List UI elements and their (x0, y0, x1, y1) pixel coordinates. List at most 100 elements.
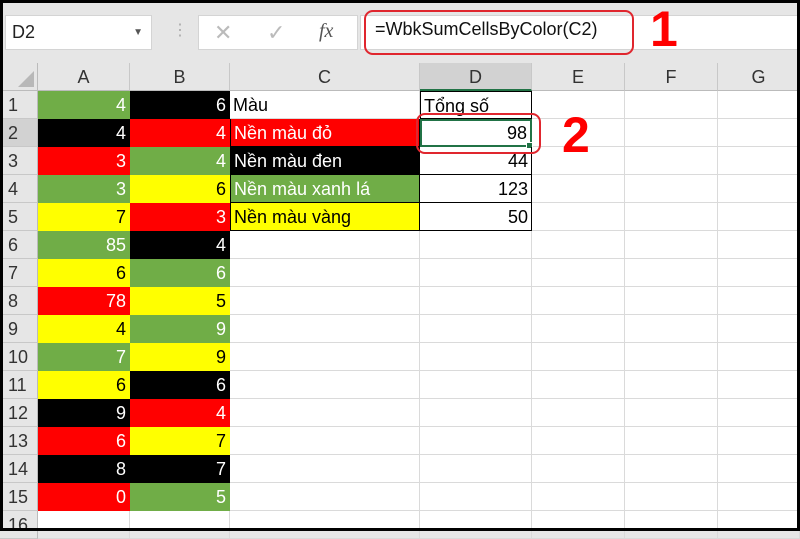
cell[interactable] (532, 399, 625, 427)
selected-cell-d2[interactable]: 98 (420, 119, 532, 147)
column-header-b[interactable]: B (130, 63, 230, 91)
cell-b4[interactable]: 6 (130, 175, 230, 203)
cell[interactable] (718, 175, 800, 203)
cell-a14[interactable]: 8 (38, 455, 130, 483)
cell-a11[interactable]: 6 (38, 371, 130, 399)
cell[interactable] (718, 287, 800, 315)
cell[interactable] (718, 91, 800, 119)
cell[interactable] (532, 203, 625, 231)
cell[interactable] (625, 455, 718, 483)
cell[interactable] (532, 343, 625, 371)
cell-a8[interactable]: 78 (38, 287, 130, 315)
cell[interactable] (625, 259, 718, 287)
column-header-g[interactable]: G (718, 63, 800, 91)
cell-b1[interactable]: 6 (130, 91, 230, 119)
cell[interactable] (532, 455, 625, 483)
cell[interactable] (230, 455, 420, 483)
cell[interactable] (625, 483, 718, 511)
row-header-6[interactable]: 6 (0, 231, 38, 259)
column-header-e[interactable]: E (532, 63, 625, 91)
cell[interactable] (532, 287, 625, 315)
cell[interactable] (230, 259, 420, 287)
cell[interactable] (420, 259, 532, 287)
cell[interactable] (420, 343, 532, 371)
cell[interactable] (420, 427, 532, 455)
cell-a5[interactable]: 7 (38, 203, 130, 231)
cell-c4[interactable]: Nền màu xanh lá (230, 175, 420, 203)
cell[interactable] (625, 147, 718, 175)
cell-a3[interactable]: 3 (38, 147, 130, 175)
cell[interactable] (38, 511, 130, 539)
cell-c3[interactable]: Nền màu đen (230, 147, 420, 175)
cell-a10[interactable]: 7 (38, 343, 130, 371)
row-header-10[interactable]: 10 (0, 343, 38, 371)
cell-b10[interactable]: 9 (130, 343, 230, 371)
cell-d4[interactable]: 123 (420, 175, 532, 203)
cell[interactable] (130, 511, 230, 539)
cell[interactable] (625, 371, 718, 399)
cell[interactable] (718, 147, 800, 175)
row-header-13[interactable]: 13 (0, 427, 38, 455)
row-header-8[interactable]: 8 (0, 287, 38, 315)
cell-b12[interactable]: 4 (130, 399, 230, 427)
cell-b14[interactable]: 7 (130, 455, 230, 483)
cell[interactable] (625, 511, 718, 539)
cell-b11[interactable]: 6 (130, 371, 230, 399)
cell[interactable] (532, 147, 625, 175)
chevron-down-icon[interactable]: ▼ (133, 27, 143, 38)
cell[interactable] (718, 399, 800, 427)
formula-input[interactable] (360, 15, 800, 50)
cell[interactable] (625, 427, 718, 455)
column-header-d[interactable]: D (420, 63, 532, 91)
select-all-button[interactable] (0, 63, 38, 91)
cell-d5[interactable]: 50 (420, 203, 532, 231)
row-header-2[interactable]: 2 (0, 119, 38, 147)
cell[interactable] (625, 91, 718, 119)
cell-b6[interactable]: 4 (130, 231, 230, 259)
cell[interactable] (625, 287, 718, 315)
cancel-icon[interactable]: ✕ (214, 20, 233, 45)
cell-b2[interactable]: 4 (130, 119, 230, 147)
cell[interactable] (420, 511, 532, 539)
row-header-5[interactable]: 5 (0, 203, 38, 231)
cell[interactable] (718, 427, 800, 455)
cell[interactable] (718, 119, 800, 147)
cell[interactable] (625, 175, 718, 203)
cell[interactable] (718, 203, 800, 231)
cell[interactable] (420, 371, 532, 399)
cell[interactable] (420, 483, 532, 511)
cell[interactable] (625, 315, 718, 343)
cell[interactable] (230, 343, 420, 371)
cell[interactable] (625, 119, 718, 147)
cell[interactable] (230, 231, 420, 259)
cell-b8[interactable]: 5 (130, 287, 230, 315)
cell-b15[interactable]: 5 (130, 483, 230, 511)
cell[interactable] (718, 371, 800, 399)
cell-b13[interactable]: 7 (130, 427, 230, 455)
cell[interactable] (718, 343, 800, 371)
cell[interactable] (718, 511, 800, 539)
cell[interactable] (718, 455, 800, 483)
cell-a13[interactable]: 6 (38, 427, 130, 455)
cell-b3[interactable]: 4 (130, 147, 230, 175)
cell[interactable] (718, 315, 800, 343)
cell[interactable] (230, 287, 420, 315)
cell[interactable] (230, 399, 420, 427)
row-header-9[interactable]: 9 (0, 315, 38, 343)
drag-handle-icon[interactable]: ⋮ (172, 22, 188, 39)
cell[interactable] (532, 315, 625, 343)
cell-a6[interactable]: 85 (38, 231, 130, 259)
row-header-1[interactable]: 1 (0, 91, 38, 119)
row-header-16[interactable]: 16 (0, 511, 38, 539)
cell[interactable] (230, 427, 420, 455)
cell[interactable] (532, 91, 625, 119)
enter-icon[interactable]: ✓ (267, 20, 286, 45)
cell-a2[interactable]: 4 (38, 119, 130, 147)
name-box[interactable]: D2 ▼ (5, 15, 152, 50)
cell[interactable] (625, 203, 718, 231)
row-header-7[interactable]: 7 (0, 259, 38, 287)
cell-a12[interactable]: 9 (38, 399, 130, 427)
cell[interactable] (625, 399, 718, 427)
cell[interactable] (532, 427, 625, 455)
cell[interactable] (625, 343, 718, 371)
